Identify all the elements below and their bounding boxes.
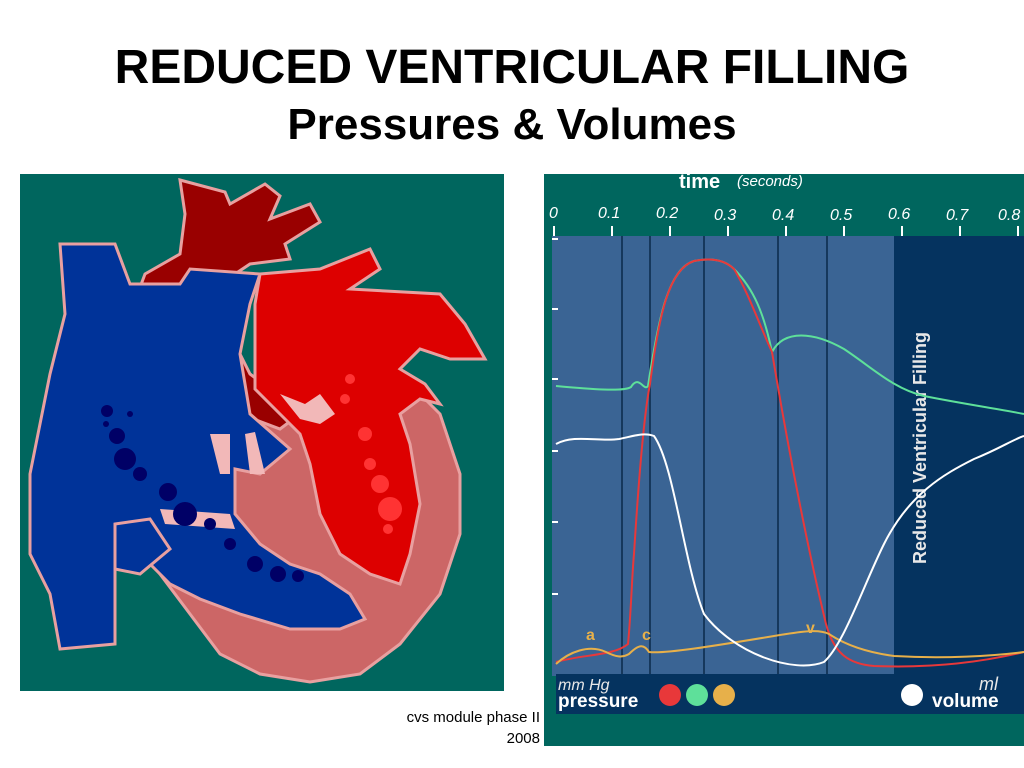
footer-caption: cvs module phase II 2008 — [340, 707, 540, 749]
ventricular-pressure-swatch — [659, 684, 681, 706]
phase-highlight — [894, 236, 1024, 676]
time-axis-label: time — [679, 174, 720, 193]
atrial-pressure-swatch — [713, 684, 735, 706]
time-tick-marks — [553, 226, 1019, 236]
tick-label: 0.2 — [656, 205, 678, 222]
vena-cava — [113, 517, 172, 576]
tick-label: 0 — [549, 205, 558, 222]
volume-swatch — [901, 684, 923, 706]
tick-label: 0.4 — [772, 207, 794, 224]
venous-flow-dots — [101, 405, 304, 582]
phase-divider-lines — [621, 236, 828, 676]
footer-line-1: cvs module phase II — [406, 709, 540, 726]
slide-title: REDUCED VENTRICULAR FILLING — [114, 41, 910, 94]
volume-unit-label: ml — [979, 674, 999, 694]
a-wave-label: a — [586, 627, 595, 644]
legend-bar — [556, 674, 1024, 714]
pressure-volume-graph: time (seconds) 0 0.1 0.2 0.3 0.4 0.5 0.6… — [544, 174, 1024, 746]
volume-legend-label: volume — [932, 691, 999, 712]
pressure-unit-label: mm Hg — [558, 677, 610, 694]
atrial-pressure-curve — [555, 630, 1024, 665]
mitral-valve — [280, 394, 335, 424]
slide-subtitle: Pressures & Volumes — [287, 100, 737, 149]
time-unit-label: (seconds) — [737, 174, 803, 190]
tick-label: 0.8 — [998, 207, 1020, 224]
tick-label: 0.3 — [714, 207, 736, 224]
phase-label: Reduced Ventricular Filling — [910, 332, 930, 564]
c-wave-label: c — [642, 627, 651, 644]
pressure-legend-label: pressure — [558, 691, 638, 712]
left-atrium — [253, 247, 488, 586]
v-wave-label: v — [806, 620, 815, 637]
footer-line-2: 2008 — [506, 730, 540, 747]
y-axis-ticks — [552, 238, 558, 595]
tick-label: 0.5 — [830, 207, 852, 224]
aortic-pressure-swatch — [686, 684, 708, 706]
heart-diagram — [20, 174, 504, 691]
ventricular-volume-curve — [555, 433, 1024, 667]
time-tick-labels: 0 0.1 0.2 0.3 0.4 0.5 0.6 0.7 0.8 — [549, 205, 1020, 224]
tricuspid-valve — [160, 432, 265, 529]
plot-area — [552, 236, 894, 676]
tick-label: 0.7 — [946, 207, 969, 224]
arterial-flow-dots — [340, 374, 402, 534]
tick-label: 0.1 — [598, 205, 620, 222]
ventricular-pressure-curve — [555, 258, 1024, 668]
tick-label: 0.6 — [888, 206, 910, 223]
